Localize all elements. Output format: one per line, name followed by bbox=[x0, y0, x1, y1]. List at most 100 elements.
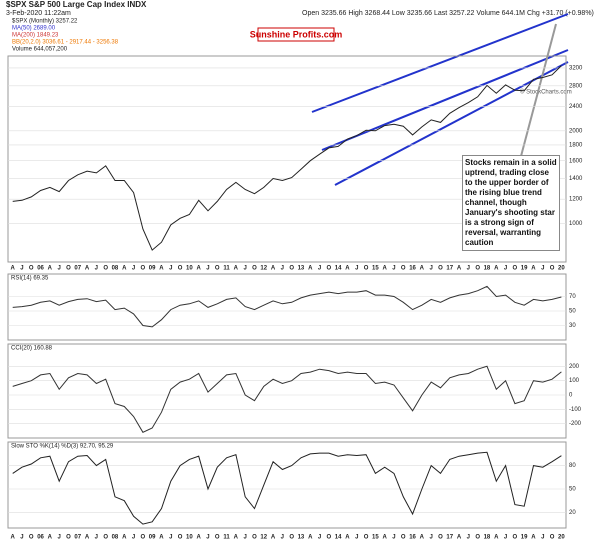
x-tick-label: O bbox=[103, 266, 108, 272]
y-tick-label: 2000 bbox=[569, 128, 583, 134]
x-tick-label: 18 bbox=[484, 266, 491, 272]
x-tick-label: J bbox=[467, 266, 470, 272]
x-tick-label: J bbox=[206, 266, 209, 272]
x-tick-label: J bbox=[243, 535, 246, 541]
x-tick-label: J bbox=[467, 535, 470, 541]
x-tick-label: A bbox=[10, 266, 15, 272]
channel-line bbox=[334, 61, 569, 186]
x-tick-label: A bbox=[382, 266, 387, 272]
x-tick-label: 19 bbox=[521, 266, 528, 272]
x-tick-label: 18 bbox=[484, 535, 491, 541]
legend-entry: Volume 644,057,200 bbox=[12, 47, 68, 53]
x-tick-label: O bbox=[141, 266, 146, 272]
panel-title: Slow STO %K(14) %D(3) 92.70, 95.29 bbox=[11, 444, 114, 450]
x-tick-label: 07 bbox=[74, 535, 81, 541]
x-tick-label: J bbox=[57, 266, 60, 272]
x-tick-label: 07 bbox=[74, 266, 81, 272]
x-tick-label: O bbox=[215, 266, 220, 272]
y-tick-label: 2400 bbox=[569, 104, 583, 110]
x-tick-label: J bbox=[132, 266, 135, 272]
x-tick-label: O bbox=[178, 535, 183, 541]
x-tick-label: 06 bbox=[37, 535, 44, 541]
x-tick-label: J bbox=[355, 266, 358, 272]
x-tick-label: A bbox=[271, 535, 276, 541]
x-tick-label: J bbox=[20, 535, 23, 541]
y-tick-label: -100 bbox=[569, 407, 582, 413]
x-tick-label: J bbox=[95, 535, 98, 541]
x-tick-label: J bbox=[504, 535, 507, 541]
x-tick-label: O bbox=[252, 266, 257, 272]
x-tick-label: J bbox=[132, 535, 135, 541]
x-tick-label: A bbox=[85, 266, 90, 272]
x-tick-label: J bbox=[392, 266, 395, 272]
x-tick-label: 11 bbox=[223, 535, 230, 541]
x-tick-label: 16 bbox=[409, 535, 416, 541]
symbol: $SPX S&P 500 Large Cap Index INDX bbox=[6, 0, 147, 9]
x-tick-label: A bbox=[122, 266, 127, 272]
panel-title: RSI(14) 69.35 bbox=[11, 276, 49, 282]
x-tick-label: A bbox=[457, 266, 462, 272]
x-tick-label: J bbox=[95, 266, 98, 272]
x-tick-label: O bbox=[103, 535, 108, 541]
x-tick-label: 06 bbox=[37, 266, 44, 272]
panel-frame bbox=[7, 273, 567, 341]
x-tick-label: A bbox=[271, 266, 276, 272]
legend-entry: $SPX (Monthly) 3257.22 bbox=[12, 19, 78, 25]
x-tick-label: J bbox=[281, 266, 284, 272]
x-tick-label: A bbox=[122, 535, 127, 541]
x-tick-label: A bbox=[48, 266, 53, 272]
x-tick-label: O bbox=[215, 535, 220, 541]
channel-line bbox=[311, 13, 569, 113]
y-tick-label: -200 bbox=[569, 421, 582, 427]
x-tick-label: A bbox=[494, 266, 499, 272]
x-tick-label: 19 bbox=[521, 535, 528, 541]
x-tick-label: O bbox=[550, 535, 555, 541]
y-tick-label: 20 bbox=[569, 510, 576, 516]
x-tick-label: A bbox=[345, 535, 350, 541]
x-tick-label: A bbox=[420, 266, 425, 272]
x-tick-label: A bbox=[420, 535, 425, 541]
x-tick-label: A bbox=[196, 535, 201, 541]
x-tick-label: A bbox=[159, 535, 164, 541]
x-tick-label: A bbox=[234, 535, 239, 541]
price-line bbox=[12, 285, 562, 328]
x-tick-label: A bbox=[457, 535, 462, 541]
x-tick-label: J bbox=[541, 535, 544, 541]
credit: © StockCharts.com bbox=[520, 89, 572, 96]
x-tick-label: O bbox=[475, 535, 480, 541]
x-tick-label: J bbox=[355, 535, 358, 541]
x-tick-label: J bbox=[281, 535, 284, 541]
y-tick-label: 70 bbox=[569, 294, 576, 300]
y-tick-label: 100 bbox=[569, 378, 580, 384]
x-tick-label: J bbox=[392, 535, 395, 541]
x-tick-label: O bbox=[29, 266, 34, 272]
panel-frame bbox=[7, 343, 567, 439]
x-tick-label: O bbox=[513, 535, 518, 541]
x-tick-label: 13 bbox=[298, 535, 305, 541]
panel-frame bbox=[7, 441, 567, 529]
x-tick-label: 17 bbox=[446, 266, 453, 272]
y-tick-label: 1000 bbox=[569, 221, 583, 227]
x-tick-label: O bbox=[438, 266, 443, 272]
x-tick-label: O bbox=[327, 266, 332, 272]
x-tick-label: 10 bbox=[186, 266, 193, 272]
x-tick-label: 09 bbox=[149, 535, 156, 541]
x-tick-label: 14 bbox=[335, 535, 342, 541]
x-tick-label: J bbox=[20, 266, 23, 272]
y-tick-label: 3200 bbox=[569, 66, 583, 72]
quote: Open 3235.66 High 3268.44 Low 3235.66 La… bbox=[302, 10, 594, 17]
x-tick-label: 16 bbox=[409, 266, 416, 272]
x-tick-label: O bbox=[401, 535, 406, 541]
y-tick-label: 50 bbox=[569, 487, 576, 493]
x-tick-label: O bbox=[327, 535, 332, 541]
x-tick-label: A bbox=[48, 535, 53, 541]
price-line bbox=[12, 365, 562, 433]
y-tick-label: 1200 bbox=[569, 197, 583, 203]
x-tick-label: A bbox=[382, 535, 387, 541]
x-tick-label: J bbox=[243, 266, 246, 272]
x-tick-label: O bbox=[66, 535, 71, 541]
channel-line bbox=[321, 49, 569, 151]
annotation: Stocks remain in a solid uptrend, tradin… bbox=[462, 155, 560, 251]
x-tick-label: 12 bbox=[260, 266, 267, 272]
x-tick-label: O bbox=[438, 535, 443, 541]
